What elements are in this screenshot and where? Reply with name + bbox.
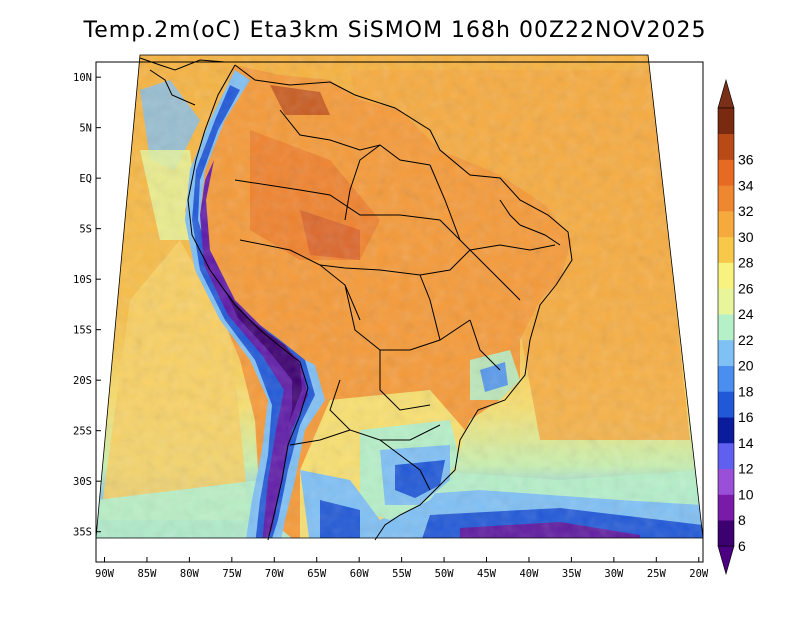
lat-tick-label: EQ	[79, 173, 92, 185]
lon-tick-label: 40W	[519, 568, 539, 580]
colorbar-above-arrow	[717, 78, 735, 109]
colorbar-label: 36	[738, 152, 754, 168]
lon-tick-label: 60W	[350, 568, 370, 580]
colorbar-swatch	[718, 288, 734, 315]
colorbar-label: 12	[738, 461, 754, 477]
colorbar-label: 32	[738, 203, 754, 219]
coastlines-and-borders	[139, 57, 573, 541]
colorbar-swatch	[718, 365, 734, 392]
colorbar-label: 16	[738, 409, 754, 425]
latitude-axis: 10N 5N EQ 5S 10S 15S 20S 25S 30S 35S	[73, 72, 101, 539]
map-title: Temp.2m(oC) Eta3km SiSMOM 168h 00Z22NOV2…	[83, 18, 707, 43]
lon-tick-label: 50W	[435, 568, 455, 580]
longitude-axis: 90W 85W 80W 75W 70W 65W 60W 55W 50W 45W 40W 35W 30W 2…	[95, 557, 709, 580]
colorbar-swatch	[718, 314, 734, 341]
colorbar-label: 34	[738, 177, 754, 193]
colorbar-label: 20	[738, 358, 754, 374]
lon-tick-label: 85W	[137, 568, 157, 580]
lat-tick-label: 35S	[73, 527, 92, 539]
colorbar-frame	[717, 107, 735, 547]
colorbar-label: 6	[738, 538, 746, 554]
lat-tick-label: 5S	[79, 224, 92, 236]
colorbar-label: 30	[738, 229, 754, 245]
lon-tick-label: 65W	[307, 568, 327, 580]
lon-tick-label: 20W	[689, 568, 709, 580]
temperature-field	[96, 55, 703, 538]
colorbar-swatch	[718, 108, 734, 135]
colorbar-label: 22	[738, 332, 754, 348]
colorbar-label: 10	[738, 486, 754, 502]
lat-tick-label: 5N	[79, 123, 92, 135]
lon-tick-label: 80W	[180, 568, 200, 580]
lon-tick-label: 70W	[265, 568, 285, 580]
colorbar-swatch	[718, 442, 734, 470]
model-domain-outline	[95, 54, 704, 539]
lat-tick-label: 10N	[73, 72, 92, 84]
colorbar-swatch	[718, 468, 734, 495]
lat-tick-label: 30S	[73, 476, 92, 488]
colorbar-label: 24	[738, 306, 754, 322]
colorbar-label: 26	[738, 280, 754, 296]
lon-tick-label: 30W	[604, 568, 624, 580]
colorbar-swatch	[718, 185, 734, 212]
lon-tick-label: 45W	[477, 568, 497, 580]
colorbar-swatch	[718, 339, 734, 366]
lon-tick-label: 75W	[222, 568, 242, 580]
lat-tick-label: 25S	[73, 426, 92, 438]
colorbar-swatch	[718, 236, 734, 263]
colorbar-label: 8	[738, 512, 746, 528]
lon-tick-label: 90W	[95, 568, 115, 580]
lat-tick-label: 10S	[73, 274, 92, 286]
colorbar-swatch	[718, 133, 734, 160]
lon-tick-label: 55W	[392, 568, 412, 580]
colorbar-swatch	[718, 494, 734, 521]
colorbar: 6 8 10 12 14 16 18 20 22 24 26 28 30 32 34 36	[717, 78, 754, 576]
colorbar-swatch	[718, 211, 734, 238]
colorbar-label: 28	[738, 255, 754, 271]
colorbar-swatch	[718, 391, 734, 418]
lat-tick-label: 20S	[73, 375, 92, 387]
colorbar-swatch	[718, 417, 734, 444]
colorbar-swatch	[718, 159, 734, 186]
plot-frame	[95, 61, 704, 563]
lon-tick-label: 25W	[647, 568, 667, 580]
lat-tick-label: 15S	[73, 325, 92, 337]
colorbar-label: 14	[738, 435, 754, 451]
colorbar-label: 18	[738, 383, 754, 399]
colorbar-swatch	[718, 262, 734, 289]
lon-tick-label: 35W	[562, 568, 582, 580]
colorbar-swatch	[718, 520, 734, 547]
colorbar-below-arrow	[717, 545, 735, 576]
